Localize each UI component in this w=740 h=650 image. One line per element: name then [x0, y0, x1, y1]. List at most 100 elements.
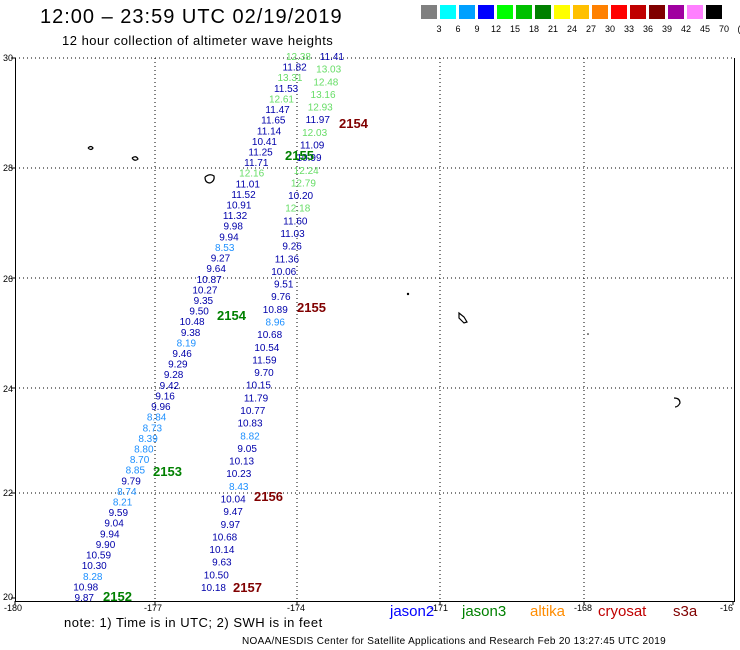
island-shape: [406, 292, 410, 296]
wave-height-value: 11.09: [300, 141, 325, 152]
wave-height-value: 9.26: [282, 242, 302, 253]
color-swatch: [459, 5, 475, 19]
wave-height-value: 9.27: [211, 254, 231, 265]
wave-height-value: 12.18: [285, 204, 310, 215]
wave-height-value: 10.87: [197, 275, 222, 286]
color-scale-label: 6: [455, 24, 461, 34]
color-swatch: [421, 5, 437, 19]
color-swatch: [611, 5, 627, 19]
satellite-cryosat-label: cryosat: [598, 603, 647, 620]
pass-label: 2152: [103, 589, 132, 604]
wave-height-value: 8.28: [83, 572, 103, 583]
x-tick-label: -174: [287, 603, 306, 613]
wave-height-value: 8.21: [113, 498, 133, 509]
wave-height-value: 10.18: [201, 583, 226, 594]
wave-height-value: 9.16: [155, 391, 175, 402]
satellite-altika-label: altika: [530, 603, 566, 620]
satellite-s3a-label: s3a: [673, 603, 698, 620]
wave-height-value: 13.31: [277, 73, 302, 84]
wave-height-value: 12.79: [291, 178, 316, 189]
wave-height-value: 10.14: [209, 545, 234, 556]
wave-height-value: 12.48: [313, 77, 338, 88]
wave-height-value: 11.32: [223, 211, 248, 222]
wave-height-value: 11.25: [248, 147, 273, 158]
wave-height-value: 10.99: [296, 153, 321, 164]
wave-height-value: 9.46: [172, 349, 192, 360]
wave-height-value: 8.53: [215, 243, 235, 254]
wave-height-value: 10.77: [240, 406, 265, 417]
satellite-jason3-label: jason3: [462, 603, 507, 620]
y-tick-label: 22: [3, 488, 14, 498]
wave-height-value: 12.24: [294, 166, 319, 177]
wave-height-value: 10.13: [229, 457, 254, 468]
wave-height-value: 12.38: [286, 52, 311, 63]
page-title: 12:00 – 23:59 UTC 02/19/2019: [40, 6, 343, 28]
color-scale-label: 18: [528, 24, 539, 34]
wave-height-value: 11.53: [274, 84, 299, 95]
wave-height-value: 8.70: [130, 455, 150, 466]
wave-height-value: 8.80: [134, 444, 154, 455]
y-tick-label: 28: [3, 163, 14, 173]
color-scale-label: 12: [490, 24, 501, 34]
wave-height-value: 8.43: [229, 482, 249, 493]
island-shape: [87, 145, 94, 151]
wave-height-value: 9.87: [75, 593, 95, 604]
wave-height-value: 10.54: [254, 343, 279, 354]
satellite-jason2-label: jason2: [390, 603, 435, 620]
map-frame: [15, 58, 735, 602]
x-tick-label: -16: [720, 603, 734, 613]
wave-height-value: 11.60: [283, 216, 308, 227]
wave-height-value: 9.47: [223, 507, 243, 518]
color-swatch: [478, 5, 494, 19]
color-scale-label: 3: [436, 24, 442, 34]
x-tick-label: -177: [144, 603, 163, 613]
wave-height-value: 9.50: [189, 307, 209, 318]
wave-height-value: 10.48: [180, 317, 205, 328]
wave-height-value: 8.82: [240, 431, 260, 442]
wave-height-value: 10.23: [226, 469, 251, 480]
pass-label: 2153: [153, 464, 182, 479]
wave-height-value: 11.59: [252, 355, 277, 366]
color-scale-label: 42: [680, 24, 691, 34]
island-shape: [458, 311, 468, 324]
island-shape: [587, 333, 589, 335]
wave-height-value: 8.19: [177, 338, 197, 349]
wave-height-value: 9.94: [100, 529, 120, 540]
pass-label: 2156: [254, 489, 283, 504]
wave-height-value: 8.74: [117, 487, 137, 498]
wave-height-value: 10.89: [263, 305, 288, 316]
pass-label: 2157: [233, 580, 262, 595]
color-swatch: [535, 5, 551, 19]
wave-height-value: 9.79: [121, 476, 141, 487]
wave-height-value: 10.91: [226, 201, 251, 212]
wave-height-value: 10.06: [271, 267, 296, 278]
y-tick-label: 26: [3, 274, 14, 284]
color-scale-label: 21: [547, 24, 558, 34]
wave-height-value: 10.50: [204, 570, 229, 581]
wave-height-value: 9.38: [181, 328, 201, 339]
pass-label: 2155: [297, 300, 326, 315]
wave-height-value: 9.63: [212, 558, 232, 569]
wave-height-value: 11.14: [257, 126, 282, 137]
color-scale-label: (ft): [734, 24, 740, 34]
wave-height-value: 11.97: [306, 115, 331, 126]
wave-height-value: 8.96: [266, 318, 286, 329]
wave-height-value: 8.85: [126, 466, 146, 477]
x-tick-label: -180: [4, 603, 23, 613]
color-scale-label: 30: [604, 24, 615, 34]
wave-height-value: 9.76: [271, 292, 291, 303]
wave-height-value: 10.41: [252, 137, 277, 148]
wave-height-value: 8.84: [147, 413, 167, 424]
wave-height-value: 9.04: [104, 519, 124, 530]
color-scale-label: 9: [474, 24, 480, 34]
wave-height-value: 12.16: [239, 169, 264, 180]
color-scale-label: 15: [509, 24, 520, 34]
island-shape: [204, 174, 215, 184]
wave-height-value: 13.03: [316, 65, 341, 76]
pass-label: 2154: [217, 308, 247, 323]
wave-height-value: 11.82: [282, 63, 307, 74]
x-tick-label: -171: [430, 603, 449, 613]
wave-height-value: 9.42: [160, 381, 180, 392]
wave-height-value: 9.96: [151, 402, 171, 413]
